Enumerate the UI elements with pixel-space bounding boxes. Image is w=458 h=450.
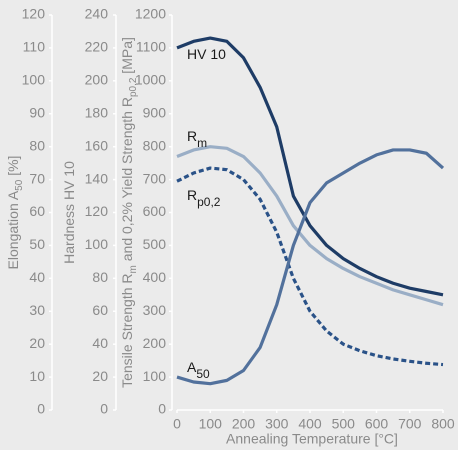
y-tick-label: 50 <box>29 236 45 252</box>
y-tick-label: 500 <box>143 236 167 252</box>
y-tick-label: 140 <box>85 170 109 186</box>
y-tick-label: 1100 <box>136 39 166 55</box>
y-tick-label: 200 <box>143 335 167 351</box>
y-tick-label: 80 <box>29 137 45 153</box>
series-label-main: HV 10 <box>187 46 226 62</box>
y-tick-label: 60 <box>92 302 108 318</box>
series-line <box>176 148 445 386</box>
series-label-main: A <box>187 359 197 375</box>
y-tick-label: 800 <box>143 137 167 153</box>
axis-title-part: Elongation A <box>5 190 21 269</box>
y-tick-label: 80 <box>92 269 108 285</box>
y-tick-label: 40 <box>92 335 108 351</box>
y-tick-label: 1000 <box>135 72 166 88</box>
axis-title-part: Hardness HV 10 <box>61 161 77 264</box>
axis-title-part: [MPa] <box>119 37 135 77</box>
y-tick-label: 60 <box>29 203 45 219</box>
axis-title-part: m <box>128 265 139 273</box>
y-tick-label: 40 <box>29 269 45 285</box>
series-label: HV 10 <box>187 46 226 62</box>
y-tick-label: 0 <box>100 401 108 417</box>
axis-title-part: and 0,2% Yield Strength R <box>119 97 135 265</box>
x-tick-label: 100 <box>199 416 223 432</box>
x-tick-label: 300 <box>265 416 289 432</box>
y-tick-label: 100 <box>143 368 167 384</box>
x-tick-label: 0 <box>173 416 181 432</box>
y-tick-label: 10 <box>29 368 45 384</box>
y-tick-label: 20 <box>92 368 108 384</box>
y-tick-label: 110 <box>23 39 46 55</box>
x-tick-label: 400 <box>298 416 322 432</box>
y-tick-label: 1200 <box>135 6 166 22</box>
y-tick-label: 200 <box>85 72 109 88</box>
y-tick-label: 160 <box>85 137 109 153</box>
axis-title: Tensile Strength Rm and 0,2% Yield Stren… <box>119 37 139 388</box>
axis-title-part: 50 <box>14 179 25 191</box>
x-tick-label: 700 <box>398 416 422 432</box>
series-label: Rm <box>187 128 207 150</box>
axis-title: Elongation A50 [%] <box>5 156 25 270</box>
series-label-sub: 50 <box>196 367 210 381</box>
axis-title-part: Tensile Strength R <box>119 273 135 387</box>
x-axis-title: Annealing Temperature [°C] <box>226 431 398 447</box>
y-tick-label: 0 <box>37 401 45 417</box>
series-label: A50 <box>187 359 210 381</box>
y-tick-label: 20 <box>29 335 45 351</box>
series-label-sub: p0,2 <box>197 195 221 209</box>
series-label-sub: m <box>197 136 207 150</box>
series-line <box>176 166 444 367</box>
y-tick-label: 600 <box>143 203 167 219</box>
axis-title-part: [%] <box>5 156 21 180</box>
y-tick-label: 120 <box>85 203 109 219</box>
y-tick-label: 180 <box>85 104 109 120</box>
y-tick-label: 900 <box>143 104 167 120</box>
y-tick-label: 120 <box>22 6 46 22</box>
y-tick-label: 400 <box>143 269 167 285</box>
x-tick-label: 800 <box>431 416 455 432</box>
y-tick-label: 220 <box>85 39 109 55</box>
x-tick-label: 200 <box>232 416 256 432</box>
y-tick-label: 30 <box>29 302 45 318</box>
series-label: Rp0,2 <box>187 187 221 209</box>
y-tick-label: 0 <box>158 401 166 417</box>
y-tick-label: 90 <box>29 104 45 120</box>
series-line <box>176 36 444 297</box>
series-line <box>176 145 444 307</box>
y-tick-label: 700 <box>143 170 167 186</box>
y-tick-label: 240 <box>85 6 109 22</box>
series-label-main: R <box>187 128 197 144</box>
y-tick-label: 100 <box>85 236 109 252</box>
x-tick-label: 500 <box>332 416 356 432</box>
x-tick-label: 600 <box>365 416 389 432</box>
series-label-main: R <box>187 187 197 203</box>
axis-title: Hardness HV 10 <box>61 161 77 264</box>
y-tick-label: 300 <box>143 302 167 318</box>
axis-title-part: p0,2 <box>128 77 139 97</box>
y-tick-label: 70 <box>29 170 45 186</box>
y-tick-label: 100 <box>22 72 46 88</box>
